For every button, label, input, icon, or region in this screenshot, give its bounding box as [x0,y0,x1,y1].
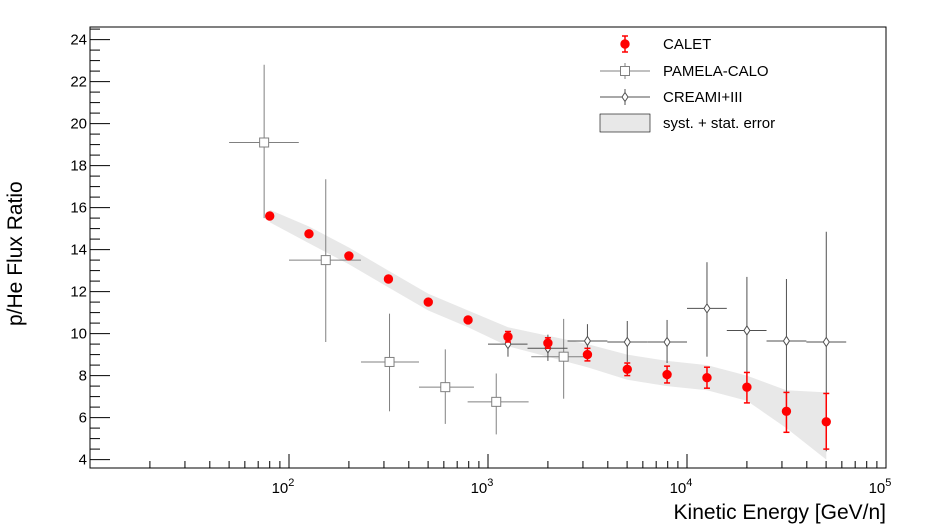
data-point [463,315,473,325]
x-tick-label-base: 10 [471,480,488,497]
y-tick-label: 14 [70,242,87,259]
data-point [702,366,712,389]
legend-label: PAMELA-CALO [663,63,769,80]
data-marker [440,382,451,393]
x-tick-label-base: 10 [670,480,687,497]
data-point [418,349,474,424]
data-point [821,392,831,450]
series-calet [265,211,831,450]
y-tick-label: 24 [70,32,87,49]
data-point [766,279,807,405]
data-marker [743,325,751,336]
data-marker [304,229,314,239]
data-marker [558,351,569,362]
data-point [304,229,314,239]
data-point [265,211,275,221]
legend-label: syst. + stat. error [663,115,775,132]
y-tick-label: 22 [70,74,87,91]
y-tick-label: 8 [79,368,87,385]
data-marker [821,417,831,427]
data-marker [742,382,752,392]
legend-label: CALET [663,36,711,53]
y-tick-label: 20 [70,116,87,133]
data-marker [781,406,792,416]
data-point [383,274,394,284]
legend-entry: syst. + stat. error [599,113,775,133]
y-tick-label: 12 [70,284,87,301]
data-point [726,276,767,384]
series-pamela-calo [229,64,589,435]
data-point [229,64,299,219]
data-marker [623,336,631,348]
data-marker [702,373,712,383]
legend-entry: PAMELA-CALO [600,63,769,80]
data-marker [782,335,791,347]
x-tick-label-exponent: 5 [885,477,891,489]
data-marker [503,332,513,342]
legend-entry: CREAMI+III [600,89,743,106]
data-marker [662,369,672,380]
legend: CALET PAMELA-CALO CREAMI+III syst. + stat. … [599,35,775,133]
x-tick-label-exponent: 2 [288,477,294,489]
data-marker [582,349,593,360]
data-point [687,262,727,357]
data-marker [320,255,331,266]
data-marker [259,137,270,148]
data-point [582,347,593,362]
data-marker [383,274,394,284]
data-point [567,324,608,357]
data-point [622,362,632,377]
legend-band-swatch [599,113,651,133]
data-point [344,251,354,261]
x-tick-label: 104 [670,477,693,497]
data-point [503,330,513,343]
data-marker [543,338,553,348]
data-marker [622,364,632,374]
data-marker [491,396,502,407]
data-marker [703,302,711,314]
data-point [647,319,687,363]
x-tick-label: 103 [471,477,494,497]
data-point [423,297,433,307]
x-tick-label: 105 [869,477,892,497]
data-point [662,365,672,384]
legend-marker [621,91,629,103]
data-point [607,321,648,362]
data-marker [344,251,354,261]
y-tick-label: 10 [70,326,87,343]
y-axis-title: p/He Flux Ratio [4,181,27,326]
data-marker [822,336,830,348]
data-marker [463,315,473,325]
data-point [781,391,792,434]
data-point [742,371,752,404]
legend-marker [620,66,630,76]
legend-marker [620,39,630,49]
x-tick-label: 102 [272,477,295,497]
x-tick-label-exponent: 4 [686,477,692,489]
legend-entry: CALET [620,35,711,53]
data-marker [265,211,275,221]
x-tick-label-base: 10 [869,480,886,497]
legend-label: CREAMI+III [663,89,743,106]
series-layer [229,64,847,452]
y-tick-label: 16 [70,200,87,217]
data-marker [663,336,671,348]
x-tick-label-base: 10 [272,480,289,497]
y-tick-label: 18 [70,158,87,175]
data-marker [583,335,592,347]
data-marker [423,297,433,307]
x-tick-label-exponent: 3 [487,477,493,489]
data-point [531,318,589,399]
data-point [467,373,529,435]
y-tick-label: 4 [79,452,87,469]
data-point [360,313,419,412]
x-axis-title: Kinetic Energy [GeV/n] [674,501,886,524]
y-tick-label: 6 [79,410,87,427]
data-point [543,337,553,350]
data-marker [384,356,395,367]
